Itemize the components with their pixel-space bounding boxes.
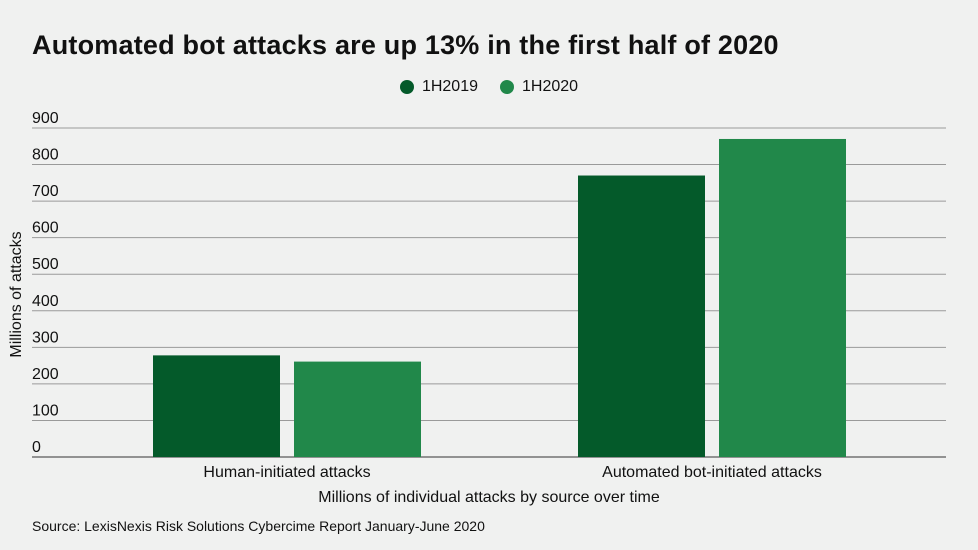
legend-item-1h2019: 1H2019 xyxy=(399,78,478,96)
y-tick-label: 600 xyxy=(32,220,59,237)
y-axis-title: Millions of attacks xyxy=(8,231,25,357)
x-category-label: Automated bot-initiated attacks xyxy=(602,464,822,481)
y-tick-label: 100 xyxy=(32,402,59,419)
y-tick-label: 800 xyxy=(32,147,59,164)
legend-swatch-1h2019 xyxy=(399,80,414,94)
y-tick-label: 0 xyxy=(32,439,41,456)
bar-1h2020-human xyxy=(294,361,421,457)
y-tick-label: 400 xyxy=(32,293,59,310)
y-tick-label: 200 xyxy=(32,366,59,383)
bar-1h2019-bot xyxy=(578,175,705,457)
x-category-label: Human-initiated attacks xyxy=(203,464,370,481)
source-note: Source: LexisNexis Risk Solutions Cyberc… xyxy=(32,518,485,534)
y-tick-label: 900 xyxy=(32,110,59,127)
x-axis-title: Millions of individual attacks by source… xyxy=(318,489,660,506)
y-tick-label: 300 xyxy=(32,329,59,346)
y-tick-label: 700 xyxy=(32,183,59,200)
legend: 1H2019 1H2020 xyxy=(0,78,978,96)
legend-item-1h2020: 1H2020 xyxy=(500,78,578,96)
chart-title: Automated bot attacks are up 13% in the … xyxy=(32,30,779,60)
legend-swatch-1h2020 xyxy=(500,80,514,94)
legend-label-1h2019: 1H2019 xyxy=(421,78,478,95)
legend-label-1h2020: 1H2020 xyxy=(522,78,579,95)
bar-1h2019-human xyxy=(153,355,280,457)
y-tick-label: 500 xyxy=(32,256,59,273)
bar-1h2020-bot xyxy=(719,138,846,457)
